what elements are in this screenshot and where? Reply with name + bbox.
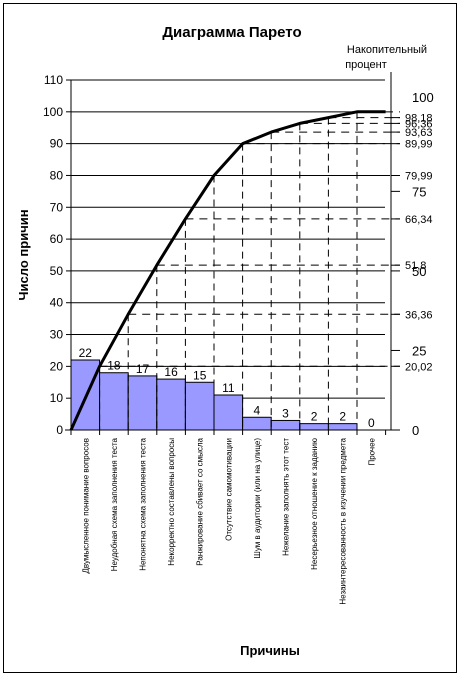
category-label: Прочее [367, 437, 376, 465]
bar [327, 423, 358, 431]
y-tick-label: 100 [43, 105, 63, 119]
y-tick-label: 90 [50, 137, 64, 151]
y-tick-label: 30 [50, 328, 64, 342]
category-label: Некорректно составлены вопросы [167, 438, 176, 566]
bar [184, 381, 215, 431]
y-tick-label: 20 [50, 359, 64, 373]
percent-axis-label: 50 [412, 264, 426, 279]
category-label: Нежелание заполнять этот тест [282, 438, 291, 556]
bar-data-label: 0 [368, 416, 375, 430]
y-tick-label: 50 [50, 264, 64, 278]
bar-data-label: 22 [79, 346, 93, 360]
category-label: Двумысленное понимание вопросов [81, 438, 90, 574]
cumulative-percent-label: 79,99 [405, 170, 433, 182]
cumulative-percent-label: 66,34 [405, 214, 433, 226]
cumulative-percent-label: 89,99 [405, 139, 433, 151]
cumulative-percent-label: 98,18 [405, 113, 433, 125]
y-tick-label: 80 [50, 168, 64, 182]
axes [65, 72, 400, 435]
bar [156, 378, 186, 431]
bars [70, 359, 358, 431]
secondary-axis-label-line2: процент [345, 59, 387, 71]
y-axis-title: Число причин [16, 209, 31, 300]
cumulative-percent-label: 93,63 [405, 127, 433, 139]
cumulative-percent-line [69, 110, 386, 431]
cumulative-percent-label: 51,8 [405, 260, 426, 272]
percent-axis-label: 75 [412, 184, 426, 199]
bar [213, 394, 244, 431]
bar-data-label: 2 [339, 410, 346, 424]
percent-axis-label: 25 [412, 343, 426, 358]
bar-data-label: 16 [164, 365, 178, 379]
y-tick-label: 70 [50, 200, 64, 214]
bar [270, 419, 301, 431]
secondary-axis-label-line1: Накопительный [347, 44, 427, 56]
y-tick-label: 110 [44, 73, 63, 87]
bar-data-label: 4 [254, 403, 261, 417]
bar-data-label: 3 [282, 406, 289, 420]
bar [242, 416, 272, 431]
chart-frame [3, 3, 457, 673]
category-label: Неудобная схема заполнения теста [110, 437, 119, 571]
bar [127, 375, 158, 431]
y-tick-label: 40 [50, 296, 64, 310]
category-label: Незаинтересованность в изучении предмета [339, 437, 348, 604]
percent-axis-label: 0 [412, 423, 419, 438]
bar-data-label: 11 [222, 381, 235, 395]
y-tick-label: 60 [50, 232, 64, 246]
category-label: Непонятна схема заполнения теста [139, 437, 148, 570]
category-label: Несерьезное отношение к заданию [310, 438, 319, 570]
y-tick-label: 10 [50, 391, 64, 405]
x-axis-title: Причины [240, 643, 300, 658]
cumulative-percent-label: 36,36 [405, 309, 433, 321]
y-tick-label: 0 [56, 423, 63, 437]
cumulative-line [69, 110, 386, 431]
percent-axis-label: 100 [412, 90, 434, 105]
cumulative-percent-label: 20,02 [405, 361, 433, 373]
bar-data-label: 15 [193, 368, 207, 382]
category-label: Отсутствие самомотивации [224, 438, 233, 541]
category-label: Шум в аудитории (или на улице) [253, 438, 262, 559]
bar-data-label: 17 [136, 362, 150, 376]
bar [299, 423, 329, 431]
chart-title: Диаграмма Парето [162, 24, 301, 41]
cumulative-percent-label: 96,36 [405, 118, 433, 130]
gridlines [71, 79, 385, 399]
bar-data-label: 2 [311, 410, 318, 424]
bar [99, 372, 129, 431]
category-label: Ранжирование сбивает со смысла [196, 437, 205, 565]
bar-data-label: 18 [107, 359, 121, 373]
cumulative-guide-lines [99, 111, 400, 430]
